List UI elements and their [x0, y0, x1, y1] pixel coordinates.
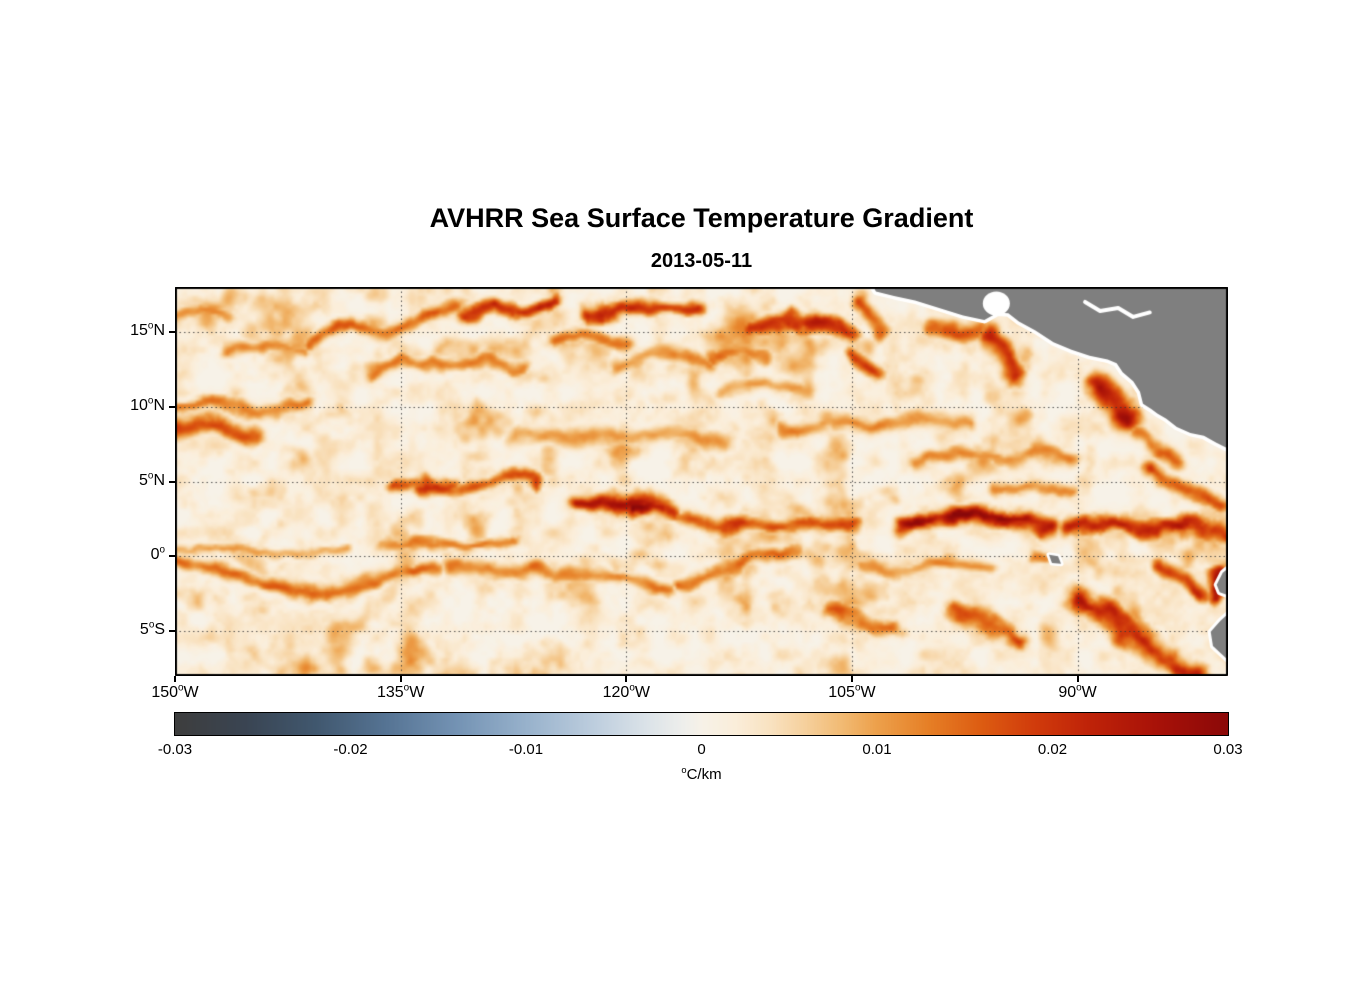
x-tick-mark	[1076, 676, 1079, 682]
colorbar-tick-label: 0.02	[1037, 741, 1068, 758]
x-tick-label: 135oW	[376, 682, 425, 701]
colorbar-tick-label: 0.03	[1213, 741, 1243, 758]
y-tick-mark	[169, 555, 175, 558]
y-tick-mark	[169, 330, 175, 333]
x-tick-mark	[399, 676, 402, 682]
y-tick-mark	[169, 405, 175, 408]
y-tick-label: 5oS	[139, 619, 165, 639]
x-tick-mark	[174, 676, 176, 682]
x-tick-label: 150oW	[151, 682, 199, 701]
x-tick-label: 105oW	[828, 682, 876, 701]
y-tick-mark	[169, 480, 175, 483]
chart-date-subtitle: 2013-05-11	[650, 250, 753, 272]
colorbar-tick-label: -0.02	[333, 741, 368, 758]
colorbar-tick-label: -0.03	[157, 741, 193, 758]
colorbar-tick-label: 0.01	[862, 741, 892, 758]
x-tick-mark	[625, 676, 628, 682]
y-tick-label: 0o	[150, 544, 165, 564]
sst-gradient-heatmap	[175, 287, 1228, 676]
colorbar-gradient	[174, 712, 1229, 736]
colorbar-unit-label: oC/km	[681, 765, 722, 783]
x-tick-mark	[850, 676, 853, 682]
colorbar-tick-label: 0	[697, 741, 706, 758]
x-tick-label: 90oW	[1058, 682, 1097, 701]
y-tick-label: 5oN	[139, 470, 165, 489]
colorbar-tick-label: -0.01	[508, 741, 544, 758]
chart-title: AVHRR Sea Surface Temperature Gradient	[429, 203, 974, 233]
y-tick-label: 15oN	[130, 320, 165, 339]
plot-area	[175, 287, 1228, 676]
x-tick-label: 120oW	[602, 682, 650, 701]
y-tick-mark	[169, 630, 175, 633]
y-tick-label: 10oN	[130, 395, 165, 414]
